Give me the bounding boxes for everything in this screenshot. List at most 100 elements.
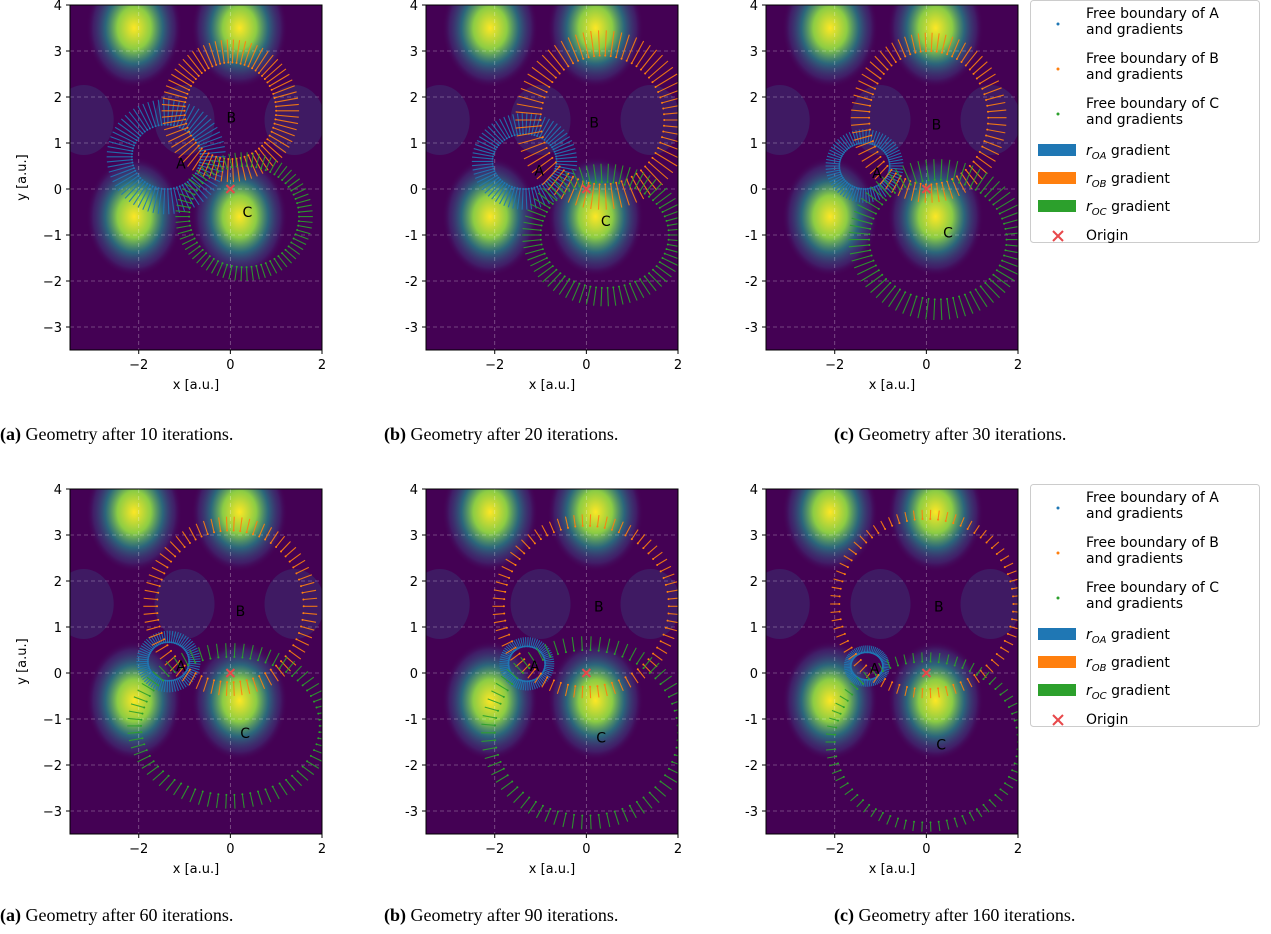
boundary-C — [175, 152, 313, 281]
legend-label: Origin — [1086, 228, 1128, 243]
x-axis-label: x [a.u.] — [173, 862, 219, 877]
y-tick-label: 4 — [54, 0, 62, 14]
y-tick-label: 0 — [54, 183, 62, 198]
y-tick-label: -3 — [745, 321, 758, 336]
legend-label: Free boundary of B — [1086, 535, 1219, 551]
y-tick-label: 4 — [750, 0, 758, 14]
y-tick-label: −2 — [43, 275, 62, 290]
x-axis-label: x [a.u.] — [869, 862, 915, 877]
boundary-C — [825, 652, 1018, 832]
y-tick-label: 1 — [54, 621, 62, 636]
boundary-B — [850, 32, 1007, 203]
x-tick-label: 2 — [674, 842, 682, 857]
legend-label-line2: and gradients — [1086, 112, 1183, 128]
legend-label-line2: and gradients — [1086, 22, 1183, 38]
origin-marker — [921, 184, 932, 194]
x-tick-label: 0 — [226, 358, 234, 373]
y-tick-label: 2 — [410, 575, 418, 590]
boundary-A — [825, 129, 904, 203]
legend-label: rOB gradient — [1086, 171, 1170, 190]
y-tick-label: -1 — [745, 229, 758, 244]
point-label-C: C — [943, 226, 953, 242]
panel-caption: (a) Geometry after 60 iterations. — [0, 905, 234, 925]
x-tick-label: −2 — [129, 842, 148, 857]
boundary-C — [848, 159, 1018, 321]
x-tick-label: 0 — [922, 358, 930, 373]
y-tick-label: 4 — [410, 0, 418, 14]
x-tick-label: −2 — [825, 358, 844, 373]
point-label-B: B — [934, 599, 944, 615]
origin-marker — [225, 668, 236, 678]
y-tick-label: 1 — [750, 137, 758, 152]
legend-label: rOC gradient — [1086, 199, 1171, 218]
x-axis-label: x [a.u.] — [173, 378, 219, 393]
y-tick-label: 0 — [410, 183, 418, 198]
x-axis-label: x [a.u.] — [529, 378, 575, 393]
legend-label: rOB gradient — [1086, 655, 1170, 674]
legend-label-line2: and gradients — [1086, 551, 1183, 567]
point-label-A: A — [530, 659, 540, 675]
y-tick-label: 0 — [750, 667, 758, 682]
point-label-B: B — [236, 604, 246, 620]
boundary-B — [515, 30, 678, 210]
panel-caption: (b) Geometry after 20 iterations. — [384, 424, 619, 444]
panel-6: A B C −2 0 2 -3 -2 -1 0 1 2 3 4 x [a.u.] — [745, 483, 1022, 877]
origin-marker — [921, 668, 932, 678]
y-tick-label: 1 — [410, 137, 418, 152]
boundary-B — [830, 509, 1018, 699]
y-tick-label: −3 — [43, 321, 62, 336]
point-label-A: A — [872, 166, 882, 182]
point-label-A: A — [176, 659, 186, 675]
y-tick-label: 1 — [410, 621, 418, 636]
y-tick-label: 4 — [750, 483, 758, 498]
legend-label: rOC gradient — [1086, 683, 1171, 702]
boundary-A — [499, 637, 555, 691]
legend-label: Free boundary of C — [1086, 96, 1219, 112]
x-tick-label: −2 — [825, 842, 844, 857]
x-tick-label: 2 — [1014, 358, 1022, 373]
y-tick-label: 2 — [750, 575, 758, 590]
x-tick-label: 2 — [318, 358, 326, 373]
y-tick-label: 4 — [54, 483, 62, 498]
x-tick-label: −2 — [485, 358, 504, 373]
y-tick-label: 3 — [54, 529, 62, 544]
x-tick-label: −2 — [485, 842, 504, 857]
legend-label: rOA gradient — [1086, 143, 1170, 162]
point-label-B: B — [589, 115, 599, 131]
y-axis-label: y [a.u.] — [15, 638, 30, 684]
panel-1: A B C −2 0 2 −3 −2 −1 0 1 2 3 4 x [a.u.] y [a.u.] — [15, 0, 326, 393]
y-tick-label: 2 — [54, 575, 62, 590]
y-tick-label: 2 — [410, 91, 418, 106]
point-label-A: A — [534, 164, 544, 180]
legend-label-line2: and gradients — [1086, 506, 1183, 522]
y-tick-label: -3 — [405, 321, 418, 336]
panel-caption: (c) Geometry after 160 iterations. — [834, 905, 1076, 925]
x-tick-label: 0 — [582, 358, 590, 373]
x-tick-label: 2 — [1014, 842, 1022, 857]
y-tick-label: -1 — [405, 713, 418, 728]
x-axis-label: x [a.u.] — [869, 378, 915, 393]
y-tick-label: 0 — [750, 183, 758, 198]
origin-marker — [581, 668, 592, 678]
y-tick-label: 0 — [410, 667, 418, 682]
point-label-C: C — [240, 726, 250, 742]
boundary-A — [471, 113, 578, 210]
legend-label: Origin — [1086, 712, 1128, 727]
boundary-A — [106, 99, 226, 215]
y-tick-label: 2 — [54, 91, 62, 106]
y-tick-label: -2 — [405, 275, 418, 290]
y-tick-label: 3 — [410, 529, 418, 544]
panel-5: A B C −2 0 2 -3 -2 -1 0 1 2 3 4 x [a.u.] — [405, 483, 682, 877]
origin-marker — [225, 184, 236, 194]
y-tick-label: 0 — [54, 667, 62, 682]
y-axis-label: y [a.u.] — [15, 154, 30, 200]
y-tick-label: 3 — [750, 45, 758, 60]
x-tick-label: 0 — [582, 842, 590, 857]
y-tick-label: -3 — [405, 805, 418, 820]
y-tick-label: −2 — [43, 759, 62, 774]
boundary-B — [161, 39, 300, 183]
x-tick-label: 2 — [674, 358, 682, 373]
y-tick-label: 3 — [54, 45, 62, 60]
